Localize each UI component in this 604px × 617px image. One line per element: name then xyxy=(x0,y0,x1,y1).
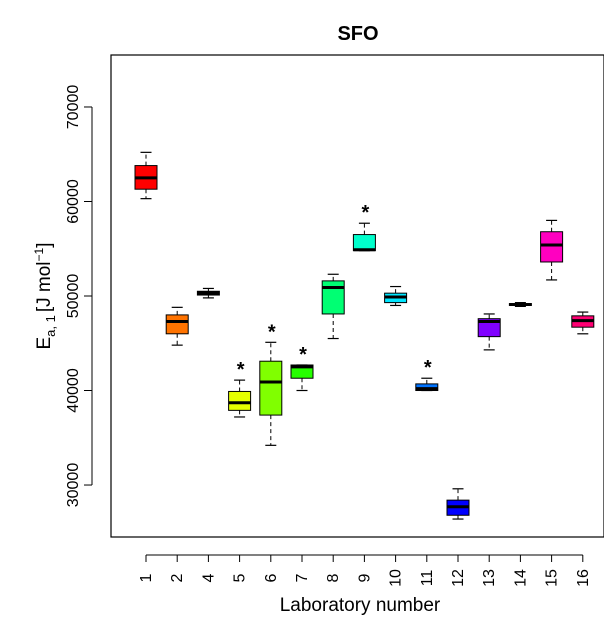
significance-star: * xyxy=(299,344,307,366)
y-tick-label: 50000 xyxy=(65,274,82,319)
box-lab-15 xyxy=(540,219,564,281)
x-tick-label: 2 xyxy=(169,573,186,582)
significance-star: * xyxy=(237,359,245,381)
box-iqr xyxy=(321,280,345,315)
y-axis-label-unit-suffix: ] xyxy=(34,242,55,247)
x-axis: 1 2 4 5 6 7 8 9 10 11 12 13 14 15 16 xyxy=(138,554,592,587)
y-axis: 30000 40000 50000 60000 70000 xyxy=(65,85,93,508)
y-tick-label: 60000 xyxy=(65,179,82,224)
box-iqr xyxy=(477,318,501,338)
box-lab-7: * xyxy=(290,344,314,392)
box-lab-10 xyxy=(384,285,408,307)
x-tick-label: 14 xyxy=(512,569,529,587)
box-lab-9: * xyxy=(352,202,376,252)
x-tick-label: 6 xyxy=(263,573,280,582)
y-axis-label: Ea, 1 [J mol−1] xyxy=(32,242,58,349)
box-lab-8 xyxy=(321,273,345,340)
box-lab-12 xyxy=(446,488,470,520)
box-iqr xyxy=(259,360,283,416)
x-tick-label: 5 xyxy=(232,573,249,582)
significance-star: * xyxy=(268,321,276,343)
x-tick-label: 1 xyxy=(138,573,155,582)
box-lab-13 xyxy=(477,313,501,351)
y-axis-label-unit-sup: −1 xyxy=(32,247,46,261)
plot-frame xyxy=(110,54,604,538)
x-tick-label: 11 xyxy=(419,570,436,587)
boxes: * * * * * xyxy=(134,151,595,520)
x-tick-label: 13 xyxy=(481,569,498,587)
y-axis-label-main: E xyxy=(34,337,55,350)
x-tick-label: 16 xyxy=(575,569,592,587)
x-tick-label: 10 xyxy=(388,569,405,587)
y-axis-label-sub: a, 1 xyxy=(43,315,58,337)
box-lab-5: * xyxy=(228,359,252,418)
x-axis-label: Laboratory number xyxy=(280,595,441,616)
y-tick-label: 30000 xyxy=(65,463,82,508)
box-lab-14 xyxy=(508,302,532,307)
x-tick-label: 9 xyxy=(356,573,373,582)
significance-star: * xyxy=(362,202,370,224)
x-tick-label: 12 xyxy=(450,569,467,587)
x-tick-label: 4 xyxy=(200,573,217,582)
y-tick-label: 40000 xyxy=(65,368,82,413)
x-tick-label: 7 xyxy=(294,573,311,582)
box-lab-6: * xyxy=(259,321,283,446)
box-iqr xyxy=(540,231,564,263)
box-iqr xyxy=(228,390,252,411)
significance-star: * xyxy=(424,357,432,379)
box-lab-1 xyxy=(134,151,158,200)
y-axis-label-unit-prefix: [J mol xyxy=(34,261,55,312)
box-iqr xyxy=(165,314,189,335)
x-tick-label: 8 xyxy=(325,573,342,582)
box-lab-11: * xyxy=(415,357,439,392)
chart-title: SFO xyxy=(337,23,378,45)
x-tick-label: 15 xyxy=(544,569,561,587)
box-lab-4 xyxy=(196,287,220,299)
y-tick-label: 70000 xyxy=(65,85,82,130)
box-lab-16 xyxy=(571,311,595,335)
box-lab-2 xyxy=(165,306,189,346)
